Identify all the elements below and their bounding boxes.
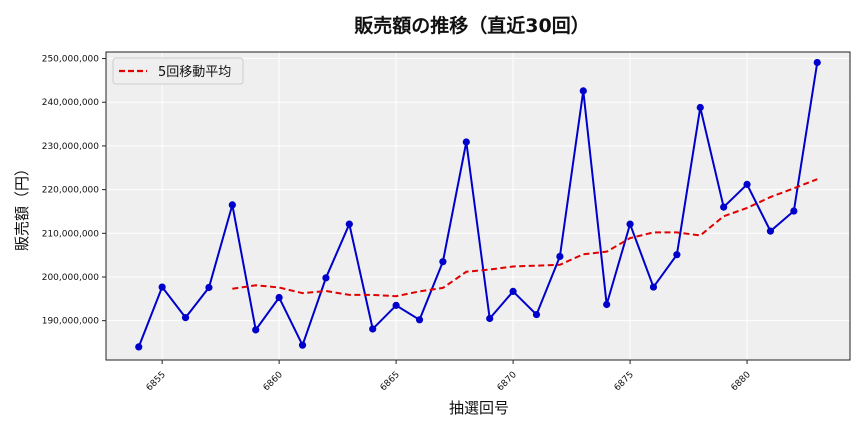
data-point-marker bbox=[556, 252, 564, 261]
data-point-marker bbox=[275, 293, 283, 302]
x-tick-label: 6855 bbox=[145, 370, 168, 393]
data-point-marker bbox=[228, 201, 236, 209]
plot-area bbox=[106, 52, 850, 360]
data-point-marker bbox=[813, 58, 821, 67]
data-point-marker bbox=[415, 316, 424, 324]
data-point-marker bbox=[462, 138, 470, 146]
x-axis-label: 抽選回号 bbox=[449, 399, 509, 417]
y-tick-label: 230,000,000 bbox=[42, 142, 100, 152]
data-series bbox=[135, 58, 821, 351]
y-tick-label: 240,000,000 bbox=[42, 98, 100, 108]
x-axis-ticks: 6855 6860 6865 6870 6875 6880 bbox=[145, 360, 753, 393]
data-point-marker bbox=[673, 251, 681, 259]
y-tick-label: 250,000,000 bbox=[42, 55, 100, 65]
data-point-marker bbox=[649, 283, 658, 291]
legend-label-moving-average: 5回移動平均 bbox=[158, 65, 231, 80]
data-point-marker bbox=[158, 283, 166, 291]
x-tick-label: 6860 bbox=[262, 370, 285, 393]
data-point-marker bbox=[345, 220, 353, 228]
data-point-marker bbox=[579, 87, 587, 95]
data-point-marker bbox=[369, 325, 377, 333]
chart-title: 販売額の推移（直近30回） bbox=[354, 14, 589, 37]
data-point-marker bbox=[322, 274, 330, 282]
data-point-marker bbox=[392, 301, 400, 309]
data-point-marker bbox=[766, 227, 775, 235]
data-point-marker bbox=[205, 283, 213, 292]
data-point-marker bbox=[743, 180, 751, 188]
data-point-marker bbox=[181, 314, 190, 322]
legend: 5回移動平均 bbox=[112, 57, 244, 85]
y-axis-label: 販売額（円） bbox=[13, 161, 31, 251]
y-axis-ticks: 190,000,000 200,000,000 210,000,000 220,000… bbox=[42, 55, 106, 327]
data-point-marker bbox=[252, 326, 260, 334]
data-point-marker bbox=[509, 287, 517, 296]
x-tick-label: 6870 bbox=[496, 370, 519, 393]
data-point-marker bbox=[135, 343, 143, 351]
data-point-marker bbox=[486, 314, 494, 323]
data-point-marker bbox=[298, 341, 307, 349]
x-tick-label: 6865 bbox=[379, 370, 402, 393]
data-point-marker bbox=[790, 207, 798, 215]
x-tick-label: 6880 bbox=[730, 370, 753, 393]
grid-lines bbox=[106, 52, 850, 360]
plot-frame bbox=[105, 51, 851, 361]
y-tick-label: 210,000,000 bbox=[42, 229, 100, 239]
data-point-marker bbox=[626, 220, 634, 228]
y-tick-label: 220,000,000 bbox=[42, 186, 100, 196]
moving-average-line bbox=[232, 178, 818, 298]
legend-box bbox=[112, 57, 244, 85]
y-tick-label: 200,000,000 bbox=[42, 273, 100, 283]
sales-line bbox=[137, 62, 819, 348]
data-point-marker bbox=[439, 258, 447, 266]
data-point-marker bbox=[532, 310, 541, 319]
data-point-marker bbox=[603, 300, 611, 309]
data-point-marker bbox=[720, 203, 728, 211]
data-point-marker bbox=[696, 103, 704, 112]
x-tick-label: 6875 bbox=[613, 370, 636, 393]
y-tick-label: 190,000,000 bbox=[42, 317, 100, 327]
